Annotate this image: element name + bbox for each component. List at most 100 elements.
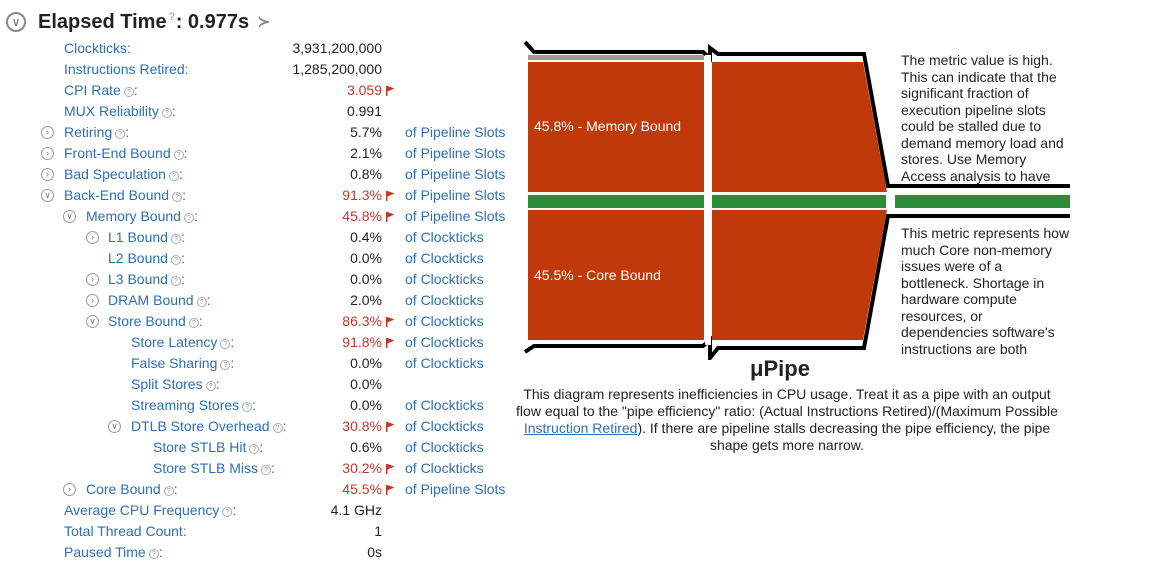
issue-flag-icon[interactable] [385, 422, 395, 432]
metric-value: 0.8% [350, 166, 382, 182]
help-icon[interactable]: ? [242, 402, 253, 412]
metric-row: Paused Time?: 0s [0, 542, 520, 563]
elapsed-time-value: : 0.977s [175, 10, 250, 33]
metric-row: Clockticks: 3,931,200,000 [0, 38, 520, 59]
help-icon[interactable]: ? [222, 507, 233, 517]
terminal-icon[interactable]: ≻ [257, 14, 271, 31]
help-icon[interactable]: ? [173, 150, 184, 160]
metric-label[interactable]: Clockticks: [64, 38, 131, 59]
pipe-retiring-band-mid [712, 195, 886, 208]
metric-label-colon: : [178, 166, 183, 182]
issue-flag-icon[interactable] [385, 338, 395, 348]
help-icon[interactable]: ? [220, 360, 231, 370]
expand-toggle-icon[interactable]: › [63, 483, 76, 496]
help-icon[interactable]: ? [205, 381, 216, 391]
metric-label[interactable]: MUX Reliability?: [64, 101, 176, 122]
metric-unit: of Clockticks [405, 334, 484, 350]
metric-label-text: CPI Rate [64, 82, 121, 98]
help-icon[interactable]: ? [170, 276, 181, 286]
help-icon[interactable]: ? [170, 255, 181, 265]
collapse-toggle-icon[interactable]: ∨ [86, 315, 99, 328]
expand-toggle-icon[interactable]: › [41, 126, 54, 139]
help-icon[interactable]: ? [272, 423, 283, 433]
metric-label[interactable]: Instructions Retired: [64, 59, 189, 80]
metric-label[interactable]: DTLB Store Overhead?: [131, 416, 286, 437]
metric-unit: of Pipeline Slots [405, 166, 506, 182]
collapse-toggle-icon[interactable]: ∨ [41, 189, 54, 202]
help-icon[interactable]: ? [123, 87, 134, 97]
metric-value: 0s [367, 544, 382, 560]
metric-label[interactable]: Total Thread Count: [64, 521, 187, 542]
metric-label[interactable]: Front-End Bound?: [64, 143, 188, 164]
pipe-description-text: This diagram represents inefficiencies i… [516, 386, 1058, 419]
help-icon[interactable]: ? [168, 171, 179, 181]
issue-flag-icon[interactable] [385, 317, 395, 327]
issue-flag-icon[interactable] [385, 464, 395, 474]
issue-flag-icon[interactable] [385, 212, 395, 222]
metric-unit: of Clockticks [405, 397, 484, 413]
metric-label-colon: : [180, 271, 185, 287]
metric-label[interactable]: Core Bound?: [86, 479, 178, 500]
metric-unit: of Clockticks [405, 292, 484, 308]
metric-row: ∨ DTLB Store Overhead?: 30.8% of Clockticks [0, 416, 520, 437]
metric-label[interactable]: L3 Bound?: [108, 269, 185, 290]
metric-label[interactable]: Store STLB Miss?: [153, 458, 275, 479]
instruction-retired-link[interactable]: Instruction Retired [523, 420, 638, 436]
metric-label-text: Total Thread Count: [64, 523, 187, 539]
help-icon[interactable]: ? [115, 129, 126, 139]
upipe-diagram: 45.8% - Memory Bound 45.5% - Core Bound [523, 40, 1070, 360]
metric-label[interactable]: DRAM Bound?: [108, 290, 210, 311]
collapse-toggle-icon[interactable]: ∨ [108, 420, 121, 433]
metric-label[interactable]: CPI Rate?: [64, 80, 138, 101]
issue-flag-icon[interactable] [385, 86, 395, 96]
metric-label[interactable]: Bad Speculation?: [64, 164, 183, 185]
help-icon[interactable]: ? [161, 108, 172, 118]
help-icon[interactable]: ? [196, 297, 207, 307]
metric-label-colon: : [193, 208, 198, 224]
help-icon[interactable]: ? [172, 192, 183, 202]
expand-toggle-icon[interactable]: › [41, 147, 54, 160]
collapse-section-button[interactable]: ∨ [6, 12, 26, 32]
metric-label[interactable]: Store STLB Hit?: [153, 437, 263, 458]
metric-label[interactable]: Back-End Bound?: [64, 185, 186, 206]
collapse-toggle-icon[interactable]: ∨ [63, 210, 76, 223]
metric-label[interactable]: L1 Bound?: [108, 227, 185, 248]
help-icon[interactable]: ? [170, 234, 181, 244]
expand-toggle-icon[interactable]: › [86, 273, 99, 286]
metric-row: › Front-End Bound?: 2.1% of Pipeline Slots [0, 143, 520, 164]
metric-label[interactable]: False Sharing?: [131, 353, 234, 374]
help-icon[interactable]: ? [163, 486, 174, 496]
help-icon[interactable]: ? [220, 339, 231, 349]
metric-label-text: Split Stores [131, 376, 203, 392]
pipe-outline-bottom [523, 214, 1070, 360]
metric-label[interactable]: Retiring?: [64, 122, 129, 143]
metric-label-colon: : [230, 355, 235, 371]
pipe-memory-block-right [712, 62, 887, 192]
metric-label[interactable]: L2 Bound?: [108, 248, 185, 269]
metric-label[interactable]: Paused Time?: [64, 542, 163, 563]
help-icon[interactable]: ? [261, 465, 272, 475]
metric-label[interactable]: Memory Bound?: [86, 206, 198, 227]
metric-label-colon: : [171, 103, 176, 119]
help-icon[interactable]: ? [183, 213, 194, 223]
expand-toggle-icon[interactable]: › [41, 168, 54, 181]
metric-label[interactable]: Average CPU Frequency?: [64, 500, 236, 521]
metric-row: › DRAM Bound?: 2.0% of Clockticks [0, 290, 520, 311]
metric-label-colon: : [173, 481, 178, 497]
metric-value: 0.0% [350, 397, 382, 413]
help-icon[interactable]: ? [168, 11, 175, 23]
metric-label[interactable]: Store Latency?: [131, 332, 234, 353]
help-icon[interactable]: ? [249, 444, 260, 454]
metric-label[interactable]: Store Bound?: [108, 311, 203, 332]
issue-flag-icon[interactable] [385, 191, 395, 201]
issue-flag-icon[interactable] [385, 485, 395, 495]
metric-label[interactable]: Split Stores?: [131, 374, 219, 395]
expand-toggle-icon[interactable]: › [86, 294, 99, 307]
metric-label-colon: : [282, 418, 287, 434]
help-icon[interactable]: ? [188, 318, 199, 328]
metric-label[interactable]: Streaming Stores?: [131, 395, 256, 416]
expand-toggle-icon[interactable]: › [86, 231, 99, 244]
metric-value: 45.8% [342, 208, 382, 224]
metric-row: ∨ Store Bound?: 86.3% of Clockticks [0, 311, 520, 332]
help-icon[interactable]: ? [148, 549, 159, 559]
